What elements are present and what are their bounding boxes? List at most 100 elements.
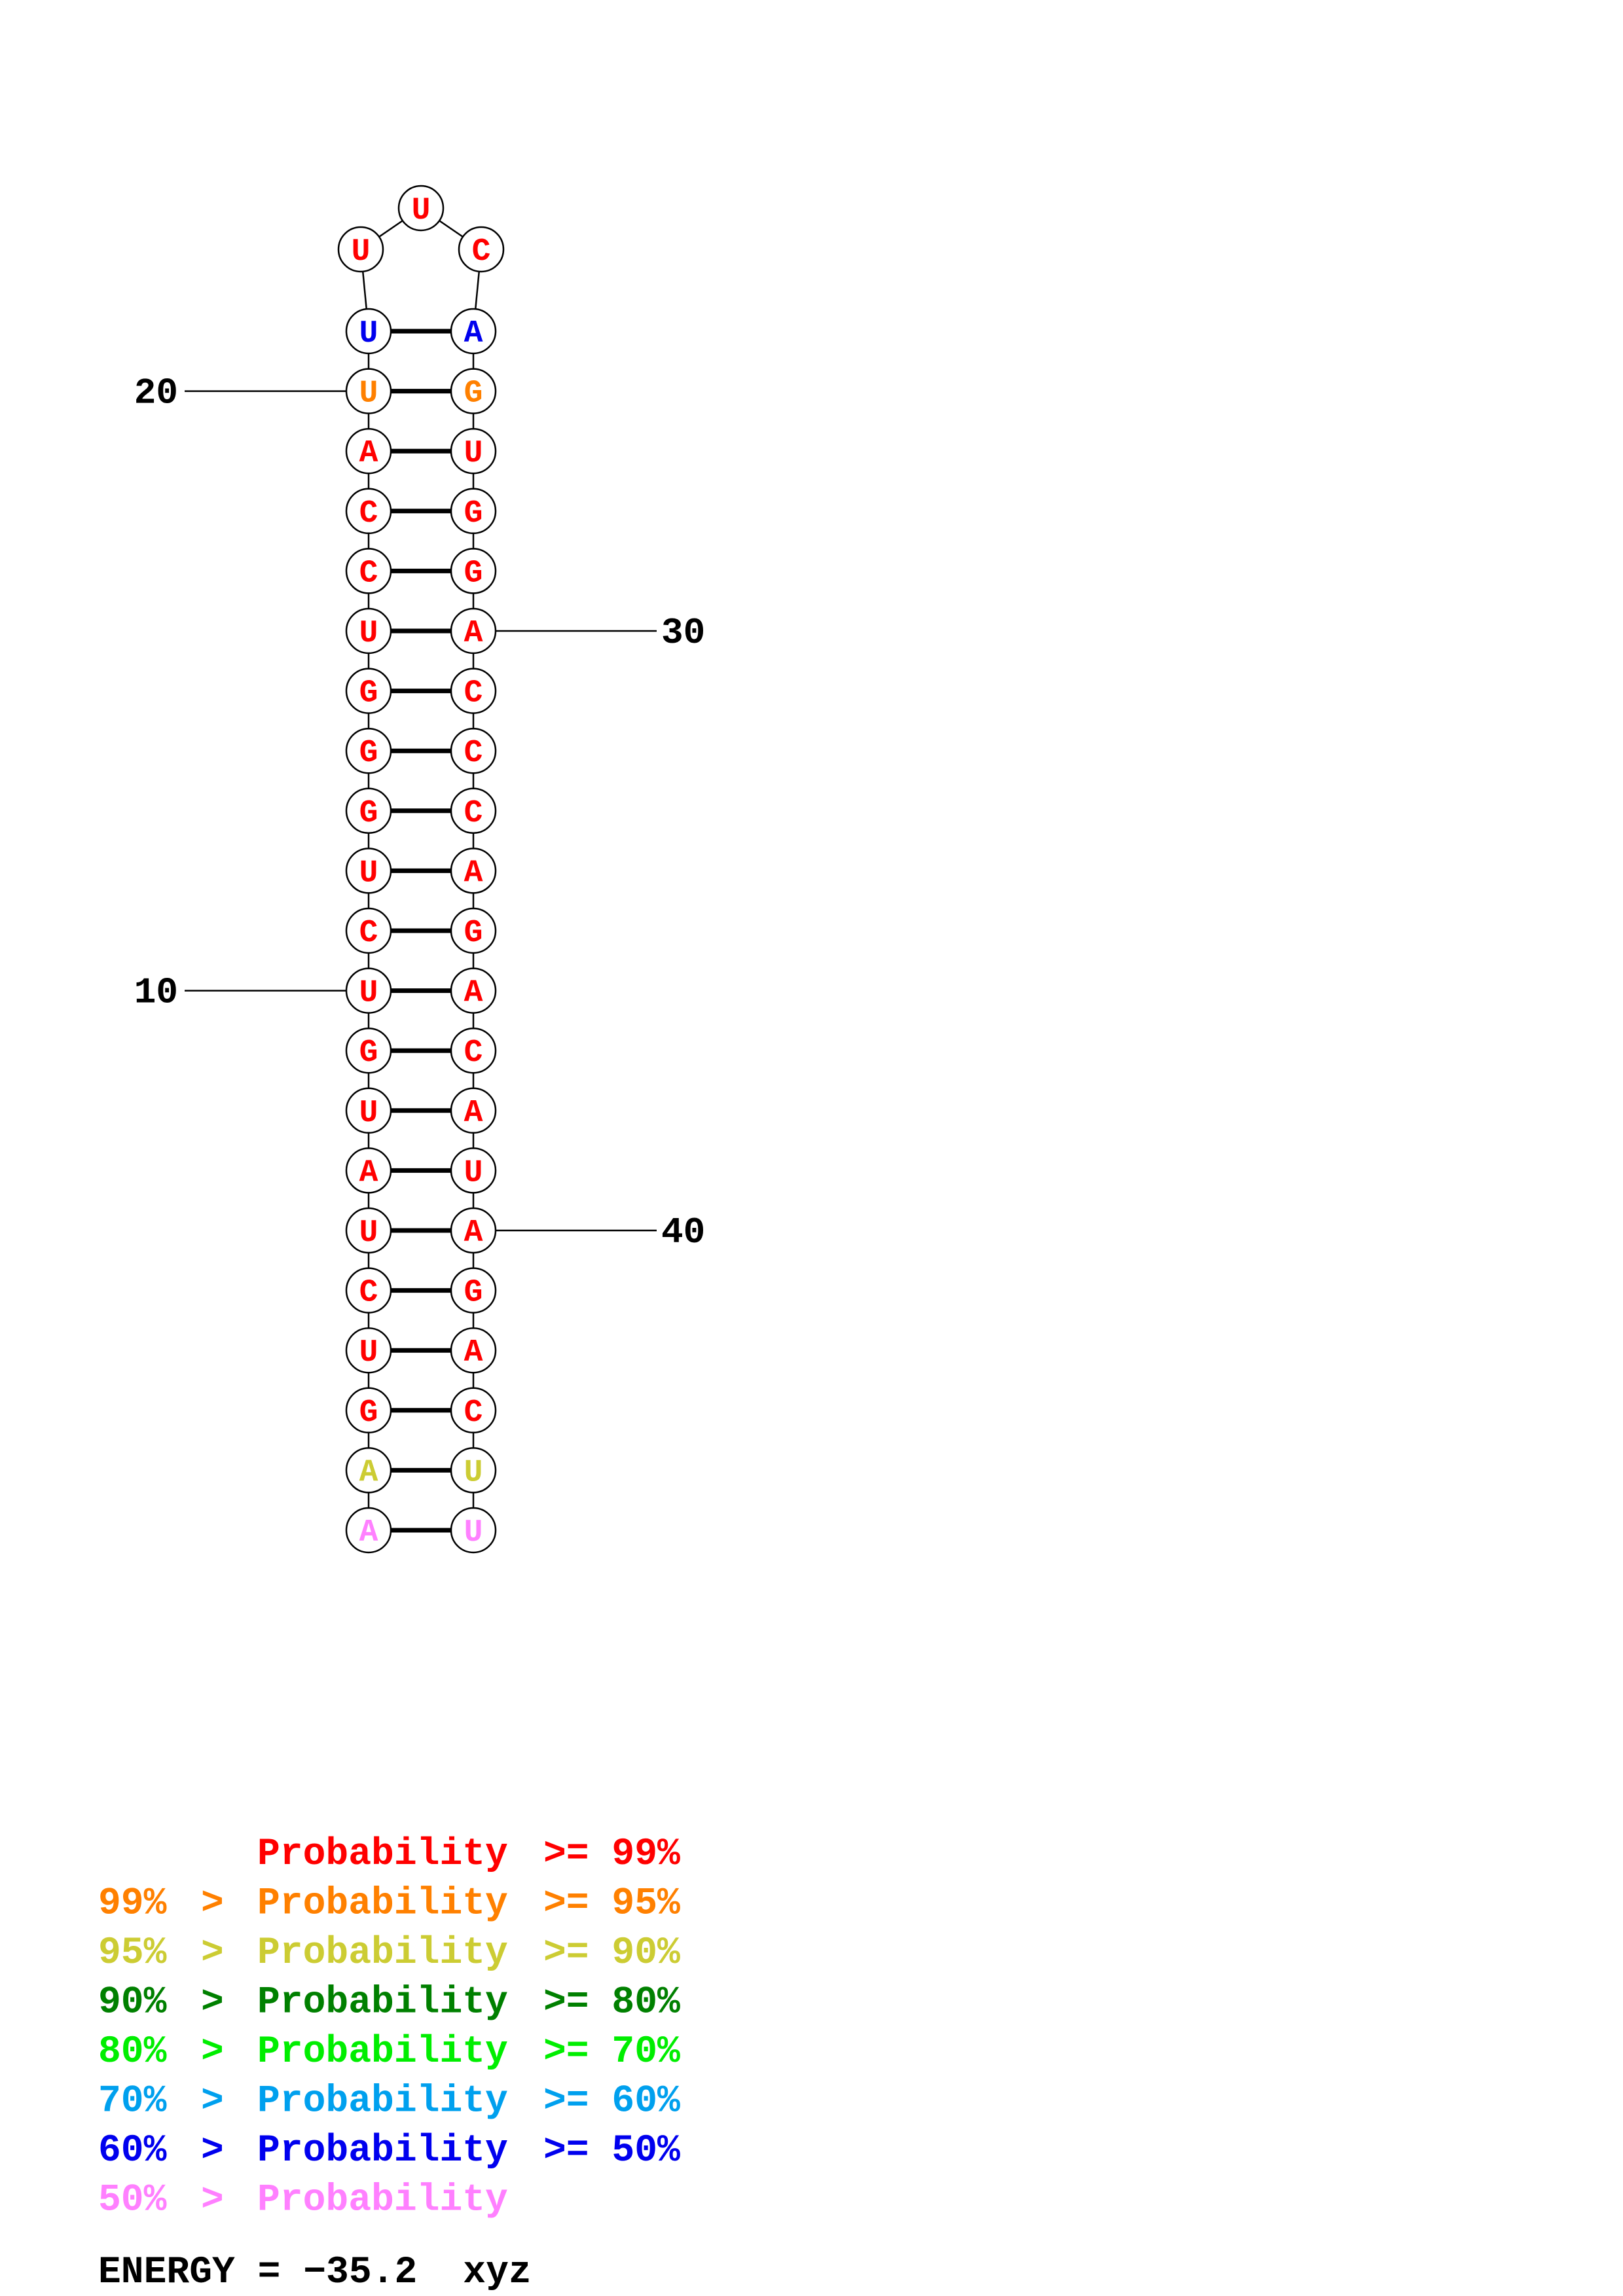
nucleotide-base: A xyxy=(464,976,483,1011)
nucleotide-circle xyxy=(450,1447,497,1494)
nucleotide-10: U xyxy=(345,967,392,1014)
legend-word: Probability xyxy=(257,2179,508,2222)
nucleotide-18: C xyxy=(345,488,392,535)
nucleotide-11: C xyxy=(345,907,392,954)
position-label-text: 30 xyxy=(661,612,705,654)
nucleotide-base: C xyxy=(464,1395,483,1431)
nucleotide-2: A xyxy=(345,1447,392,1494)
position-label-40: 40 xyxy=(496,1211,705,1253)
nucleotide-13: G xyxy=(345,787,392,834)
nucleotide-circle xyxy=(345,1207,392,1254)
nucleotide-base: C xyxy=(359,496,378,531)
position-label-20: 20 xyxy=(134,372,346,414)
legend-mid: > xyxy=(201,2130,224,2172)
legend-word: Probability xyxy=(257,2031,508,2073)
legend-mid: > xyxy=(201,1932,224,1975)
nucleotide-circle xyxy=(450,607,497,655)
nucleotide-base: G xyxy=(464,1276,483,1311)
nucleotide-circle xyxy=(450,1207,497,1254)
nucleotide-44: U xyxy=(450,1447,497,1494)
nucleotide-28: G xyxy=(450,488,497,535)
nucleotide-circle xyxy=(345,1027,392,1074)
nucleotide-3: G xyxy=(345,1387,392,1434)
nucleotide-circle xyxy=(450,308,497,355)
nucleotide-circle xyxy=(450,1147,497,1194)
nucleotide-38: A xyxy=(450,1087,497,1134)
nucleotide-12: U xyxy=(345,848,392,894)
nucleotide-base: G xyxy=(464,496,483,531)
energy-readout: ENERGY = −35.2 xyz xyxy=(98,2251,532,2294)
nucleotide-base: A xyxy=(464,855,483,891)
nucleotide-40: A xyxy=(450,1207,497,1254)
nucleotide-34: A xyxy=(450,848,497,894)
legend-right: >= 50% xyxy=(543,2130,680,2172)
nucleotide-circle xyxy=(345,1267,392,1314)
nucleotide-43: C xyxy=(450,1387,497,1434)
nucleotide-circle xyxy=(345,1327,392,1374)
nucleotide-35: G xyxy=(450,907,497,954)
nucleotide-19: A xyxy=(345,427,392,475)
legend-row-5: 80% > Probability >= 70% xyxy=(98,2031,680,2073)
nucleotide-circle xyxy=(450,1027,497,1074)
nucleotide-base: U xyxy=(359,616,378,651)
nucleotide-base: A xyxy=(464,1335,483,1371)
energy-label: ENERGY = −35.2 xyxy=(98,2251,417,2294)
nucleotide-base: C xyxy=(464,796,483,831)
nucleotide-circle xyxy=(345,727,392,774)
nucleotide-base: C xyxy=(464,736,483,771)
nucleotide-base: U xyxy=(464,1455,483,1490)
nucleotide-circle xyxy=(450,1087,497,1134)
nucleotide-4: U xyxy=(345,1327,392,1374)
nucleotide-33: C xyxy=(450,787,497,834)
nucleotide-circle xyxy=(458,226,505,273)
nucleotide-37: C xyxy=(450,1027,497,1074)
nucleotide-base: G xyxy=(359,736,378,771)
nucleotide-36: A xyxy=(450,967,497,1014)
nucleotide-8: U xyxy=(345,1087,392,1134)
legend-right: >= 70% xyxy=(543,2031,680,2073)
nucleotide-circle xyxy=(345,488,392,535)
nucleotide-circle xyxy=(450,1387,497,1434)
nucleotide-32: C xyxy=(450,727,497,774)
nucleotide-base: A xyxy=(464,316,483,351)
base-pair-bonds xyxy=(391,329,451,1533)
sequence-name: xyz xyxy=(463,2251,531,2294)
nucleotide-base: A xyxy=(464,1215,483,1251)
nucleotide-base: A xyxy=(359,1455,378,1490)
probability-legend: Probability >= 99% 99% > Probability >= 95% 95… xyxy=(98,1833,680,2222)
legend-right: >= 80% xyxy=(543,1982,680,2024)
nucleotide-15: G xyxy=(345,668,392,714)
nucleotide-circle xyxy=(450,488,497,535)
nucleotide-circle xyxy=(345,668,392,714)
legend-right: >= 95% xyxy=(543,1883,680,1926)
nucleotide-circle xyxy=(345,1507,392,1554)
nucleotide-25: A xyxy=(450,308,497,355)
nucleotide-7: A xyxy=(345,1147,392,1194)
nucleotide-39: U xyxy=(450,1147,497,1194)
legend-right: >= 60% xyxy=(543,2081,680,2123)
nucleotide-circle xyxy=(450,1507,497,1554)
nucleotide-42: A xyxy=(450,1327,497,1374)
nucleotide-base: C xyxy=(464,1035,483,1071)
nucleotide-base: G xyxy=(359,1395,378,1431)
legend-word: Probability xyxy=(257,2130,508,2172)
nucleotide-31: C xyxy=(450,668,497,714)
nucleotide-23: U xyxy=(397,185,445,232)
nucleotide-17: C xyxy=(345,548,392,594)
nucleotide-9: G xyxy=(345,1027,392,1074)
nucleotide-base: U xyxy=(359,316,378,351)
nucleotide-base: A xyxy=(359,1515,378,1551)
nucleotide-base: U xyxy=(352,234,371,270)
legend-mid: > xyxy=(201,1982,224,2024)
nucleotide-circle xyxy=(450,727,497,774)
nucleotide-circle xyxy=(450,907,497,954)
nucleotide-base: U xyxy=(359,976,378,1011)
legend-row-6: 70% > Probability >= 60% xyxy=(98,2081,680,2123)
nucleotide-base: U xyxy=(359,855,378,891)
nucleotide-base: A xyxy=(464,616,483,651)
nucleotide-circle xyxy=(450,668,497,714)
nucleotide-45: U xyxy=(450,1507,497,1554)
legend-row-2: 99% > Probability >= 95% xyxy=(98,1883,680,1926)
nucleotide-circle xyxy=(397,185,445,232)
position-label-text: 20 xyxy=(134,372,178,414)
